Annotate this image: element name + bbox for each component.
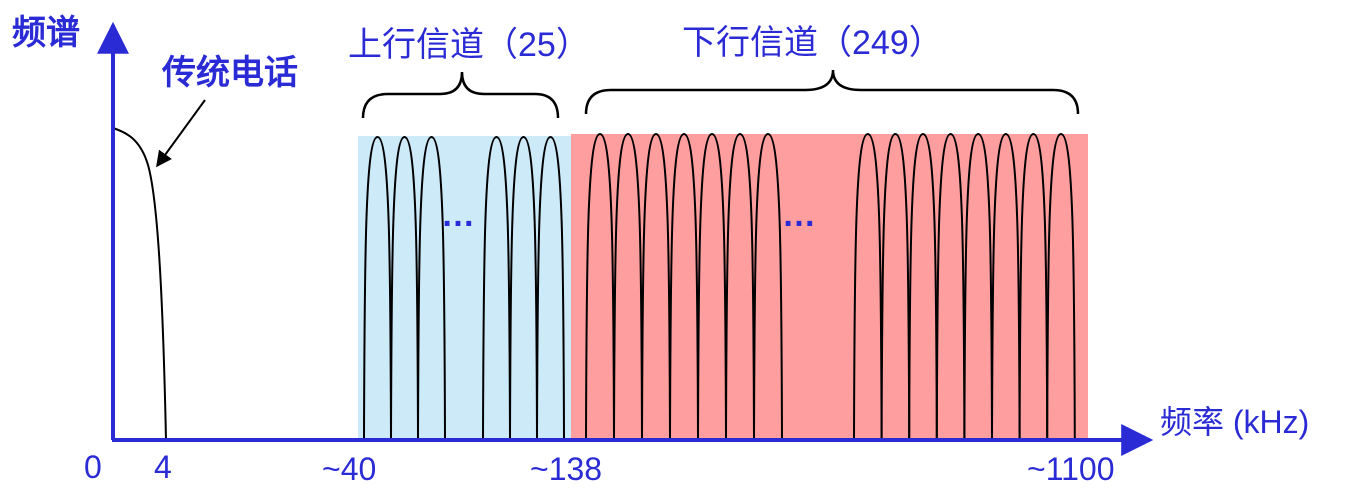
upstream-channel-peak [363, 135, 392, 441]
tick-label: ~138 [530, 451, 602, 487]
downstream-channel-peak [880, 132, 911, 441]
telephone-label: 传统电话 [161, 54, 298, 92]
upstream-channel-peak [482, 135, 511, 441]
downstream-channel-peak [725, 132, 755, 441]
upstream-label: 上行信道（25） [348, 26, 590, 64]
tick-label: 0 [84, 449, 102, 485]
downstream-brace [584, 69, 1080, 115]
upstream-channel-peak [536, 135, 565, 441]
downstream-channel-peak [753, 132, 783, 441]
downstream-channel-peak [963, 132, 993, 441]
x-axis-label: 频率 (kHz) [1160, 404, 1309, 440]
downstream-channel-peak [1018, 132, 1049, 441]
downstream-channel-peak [853, 132, 883, 441]
downstream-channel-peak [585, 132, 615, 441]
downstream-channel-peak [613, 132, 643, 441]
downstream-ellipsis: … [782, 196, 816, 234]
tick-label: ~40 [322, 451, 376, 487]
tick-label: ~1100 [1027, 451, 1115, 487]
upstream-ellipsis: … [441, 196, 475, 234]
downstream-channel-peak [669, 132, 699, 441]
telephone-pointer-arrow [156, 99, 206, 168]
downstream-band [571, 134, 1088, 440]
downstream-label: 下行信道（249） [682, 24, 943, 62]
downstream-channel-peak [697, 132, 727, 441]
y-axis-label: 频谱 [12, 14, 80, 52]
channel-peaks [363, 132, 1076, 441]
downstream-channel-peak [908, 132, 938, 441]
downstream-channel-peak [991, 132, 1021, 441]
upstream-channel-peak [509, 135, 538, 441]
tick-label: 4 [154, 449, 172, 485]
downstream-channel-peak [1046, 132, 1076, 441]
upstream-channel-peak [417, 135, 446, 441]
upstream-channel-peak [390, 135, 419, 441]
downstream-channel-peak [935, 132, 966, 441]
upstream-brace [361, 71, 560, 119]
downstream-channel-peak [641, 132, 671, 441]
telephone-curve [112, 127, 167, 441]
